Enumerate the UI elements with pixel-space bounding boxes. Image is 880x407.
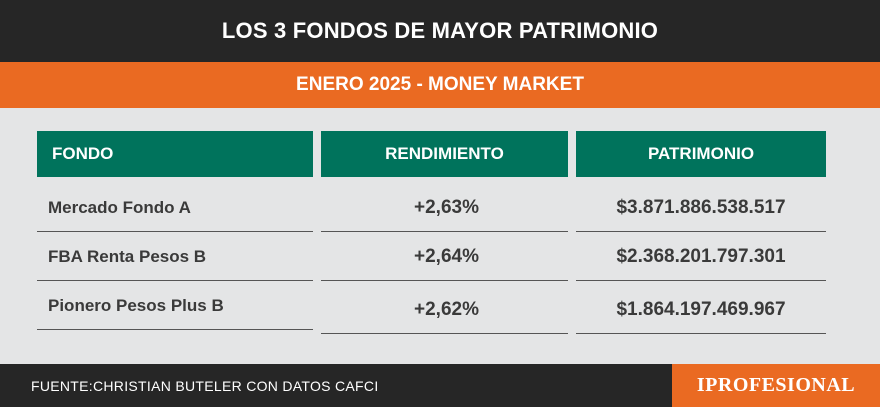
source-note: FUENTE:CHRISTIAN BUTELER CON DATOS CAFCI xyxy=(31,377,379,394)
table-row-1-patrimonio: $3.871.886.538.517 xyxy=(576,184,826,232)
brand-logo: IPROFESIONAL xyxy=(672,364,880,407)
table-row-1-fondo: Mercado Fondo A xyxy=(37,184,313,232)
footer-bar: FUENTE:CHRISTIAN BUTELER CON DATOS CAFCI xyxy=(0,364,672,407)
table-row-1-rendimiento: +2,63% xyxy=(321,184,568,232)
table-row-2-patrimonio: $2.368.201.797.301 xyxy=(576,233,826,281)
table-row-2-rendimiento: +2,64% xyxy=(321,233,568,281)
subtitle-bar: ENERO 2025 - MONEY MARKET xyxy=(0,62,880,108)
page-title: LOS 3 FONDOS DE MAYOR PATRIMONIO xyxy=(221,18,659,43)
title-bar: LOS 3 FONDOS DE MAYOR PATRIMONIO xyxy=(0,0,880,62)
column-header-fondo: FONDO xyxy=(37,131,313,177)
brand-logo-text: IPROFESIONAL xyxy=(696,374,856,396)
table-row-3-fondo: Pionero Pesos Plus B xyxy=(37,282,313,330)
page-subtitle: ENERO 2025 - MONEY MARKET xyxy=(296,74,584,95)
column-header-rendimiento: RENDIMIENTO xyxy=(321,131,568,177)
table-row-3-rendimiento: +2,62% xyxy=(321,286,568,334)
table-row-2-fondo: FBA Renta Pesos B xyxy=(37,233,313,281)
table-row-3-patrimonio: $1.864.197.469.967 xyxy=(576,286,826,334)
column-header-patrimonio: PATRIMONIO xyxy=(576,131,826,177)
